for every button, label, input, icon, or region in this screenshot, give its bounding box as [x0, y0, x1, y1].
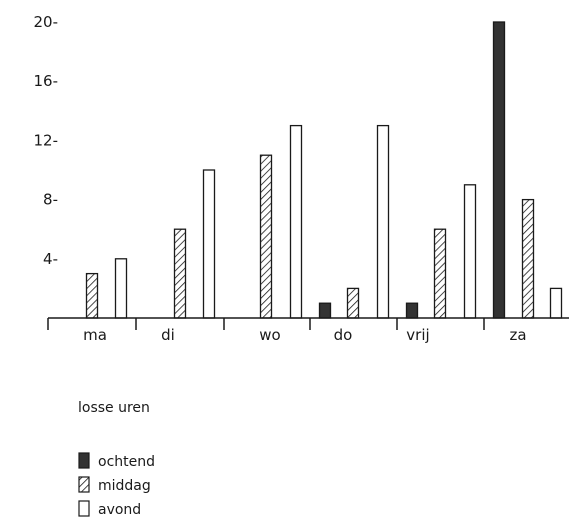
x-tick-label: za [509, 326, 526, 344]
y-axis: 4- 8- 12- 16- 20- [34, 13, 59, 268]
bar-middag-vrij [433, 228, 447, 319]
bar-middag-wo [259, 154, 273, 319]
bar-avond-ma [114, 258, 128, 319]
y-tick-label: 20- [34, 13, 59, 31]
bar-middag-di [173, 228, 187, 319]
bar-ochtend-za [492, 21, 506, 319]
x-axis: ma di wo do vrij za [47, 317, 569, 344]
legend-label-ochtend: ochtend [98, 454, 155, 470]
bar-ochtend-do [318, 302, 332, 319]
bars [85, 21, 563, 319]
x-tick-label: do [334, 326, 353, 344]
y-tick-label: 16- [34, 72, 59, 90]
bar-avond-vrij [463, 184, 477, 319]
legend-label-middag: middag [98, 478, 151, 494]
bar-ochtend-vrij [405, 302, 419, 319]
bar-middag-do [346, 287, 360, 319]
legend-swatch-ochtend [78, 452, 90, 469]
x-tick-label: wo [259, 326, 280, 344]
x-tick-label: vrij [406, 326, 429, 344]
bar-avond-di [202, 169, 216, 319]
bar-avond-do [376, 124, 390, 319]
legend: losse uren ochtend middag avond [78, 400, 155, 518]
y-tick-label: 8- [43, 191, 58, 209]
bar-middag-za [521, 198, 535, 319]
bar-avond-wo [289, 124, 303, 319]
legend-swatch-avond [78, 500, 90, 517]
y-tick-label: 12- [34, 131, 59, 149]
bar-middag-ma [85, 272, 99, 319]
x-tick-label: di [161, 326, 175, 344]
bar-avond-za [549, 287, 563, 319]
legend-title: losse uren [78, 400, 150, 416]
legend-label-avond: avond [98, 502, 141, 518]
y-tick-label: 4- [43, 250, 58, 268]
x-tick-label: ma [83, 326, 107, 344]
legend-swatch-middag [78, 476, 90, 493]
